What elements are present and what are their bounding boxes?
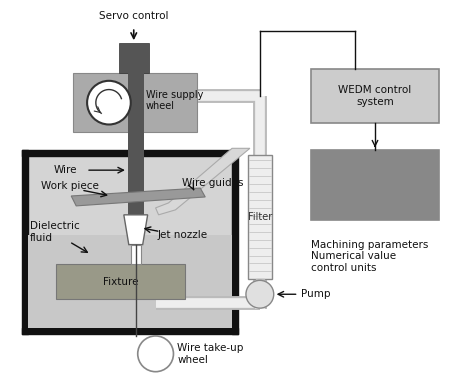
Text: Wire take-up
wheel: Wire take-up wheel — [177, 343, 244, 365]
Text: WEDM control
system: WEDM control system — [338, 85, 411, 106]
Text: Wire guides: Wire guides — [182, 178, 244, 188]
Bar — [311, 69, 438, 122]
Bar — [128, 73, 144, 215]
Circle shape — [87, 81, 131, 124]
Circle shape — [246, 280, 273, 308]
Text: Work piece: Work piece — [41, 181, 99, 191]
Bar — [27, 235, 232, 328]
Bar — [73, 73, 197, 132]
Bar — [248, 155, 272, 280]
Bar — [27, 156, 232, 328]
Bar — [119, 43, 149, 73]
Text: Jet nozzle: Jet nozzle — [157, 230, 208, 240]
Text: Fixture: Fixture — [103, 277, 138, 287]
Circle shape — [138, 336, 173, 372]
Bar — [131, 245, 141, 265]
Text: Dielectric
fluid: Dielectric fluid — [29, 221, 79, 243]
Polygon shape — [71, 188, 205, 206]
Text: Wire supply
wheel: Wire supply wheel — [146, 90, 203, 111]
Polygon shape — [124, 215, 148, 245]
Text: Wire: Wire — [54, 165, 77, 175]
Bar — [311, 150, 438, 220]
Bar — [56, 265, 185, 299]
Polygon shape — [155, 148, 250, 215]
Text: Filter: Filter — [248, 212, 272, 222]
Text: Pump: Pump — [301, 289, 330, 299]
Text: Servo control: Servo control — [99, 11, 168, 21]
Text: Machining parameters
Numerical value
control units: Machining parameters Numerical value con… — [311, 240, 429, 273]
